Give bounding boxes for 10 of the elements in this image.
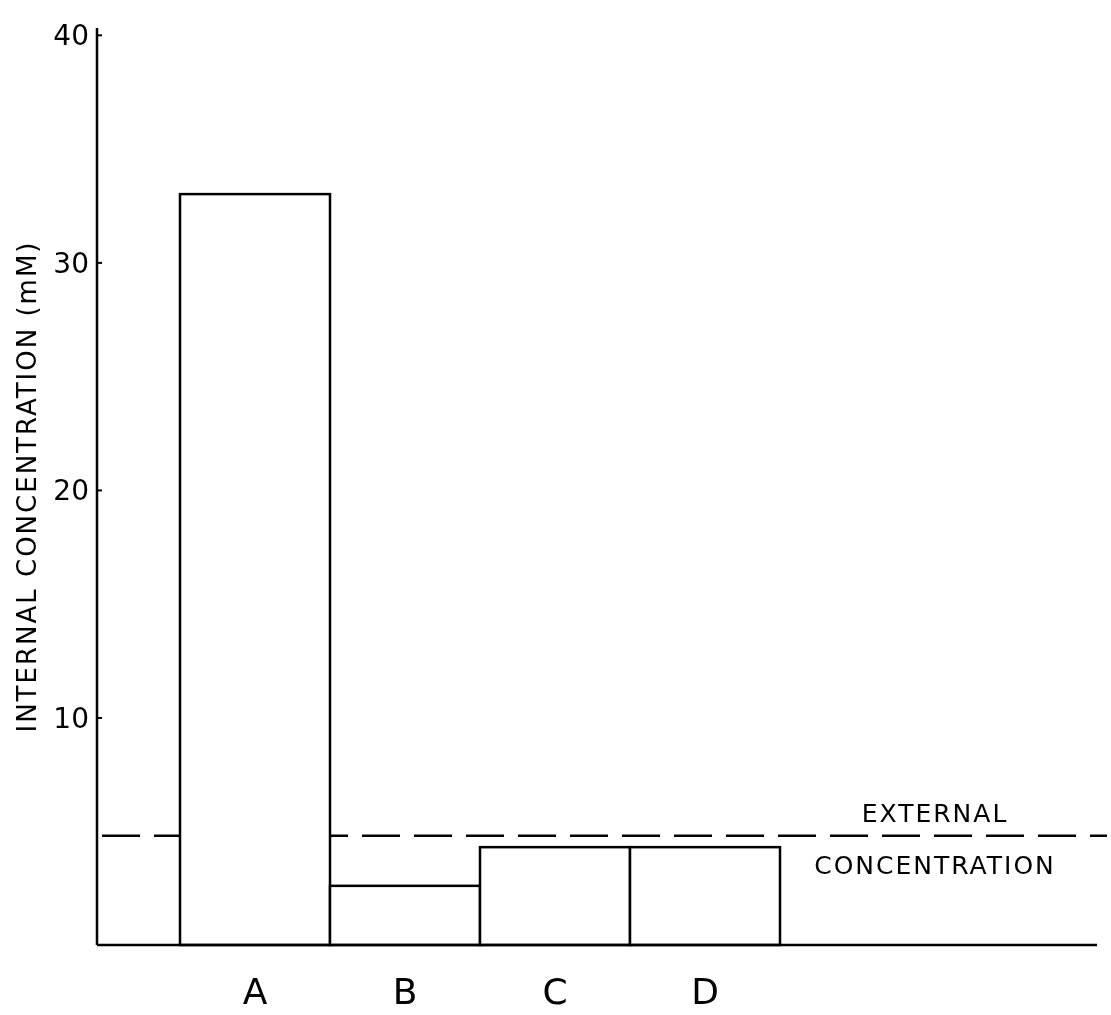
x-tick-label: C: [542, 970, 568, 1012]
y-axis-title: INTERNAL CONCENTRATION (mM): [12, 240, 42, 733]
y-tick-label: 40: [53, 19, 89, 53]
x-tick-label: B: [392, 970, 418, 1012]
x-tick-label: A: [242, 970, 268, 1012]
x-tick-label: D: [691, 970, 719, 1012]
y-tick-label: 20: [53, 474, 89, 508]
y-tick-label: 30: [53, 246, 89, 280]
ref-line-label: EXTERNAL CONCENTRATION: [814, 798, 1056, 880]
y-tick-label: 10: [53, 701, 89, 735]
